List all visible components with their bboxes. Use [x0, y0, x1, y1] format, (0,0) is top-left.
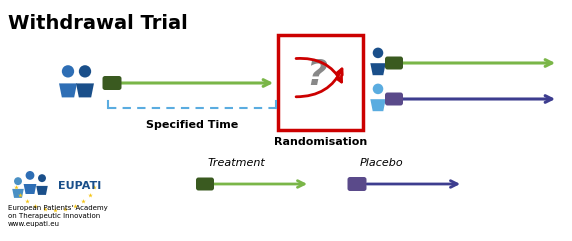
Text: European Patients' Academy: European Patients' Academy: [8, 205, 108, 211]
Polygon shape: [59, 83, 77, 97]
Polygon shape: [23, 184, 37, 194]
Circle shape: [62, 65, 74, 78]
FancyBboxPatch shape: [196, 178, 214, 190]
FancyBboxPatch shape: [278, 35, 363, 130]
Circle shape: [38, 174, 46, 182]
Text: Specified Time: Specified Time: [146, 120, 238, 130]
Text: Withdrawal Trial: Withdrawal Trial: [8, 14, 188, 33]
Circle shape: [373, 84, 383, 94]
Circle shape: [14, 177, 22, 185]
Polygon shape: [76, 83, 94, 97]
Text: ?: ?: [306, 58, 327, 92]
Circle shape: [79, 65, 91, 78]
Polygon shape: [370, 63, 386, 75]
Circle shape: [373, 48, 383, 58]
FancyBboxPatch shape: [385, 93, 403, 106]
Text: on Therapeutic Innovation: on Therapeutic Innovation: [8, 213, 100, 219]
Circle shape: [26, 171, 34, 180]
Polygon shape: [36, 186, 47, 195]
FancyBboxPatch shape: [348, 177, 367, 191]
FancyBboxPatch shape: [385, 56, 403, 69]
Polygon shape: [12, 189, 24, 198]
Text: Treatment: Treatment: [208, 158, 266, 168]
Text: EUPATI: EUPATI: [58, 181, 101, 191]
Text: Placebo: Placebo: [360, 158, 404, 168]
Polygon shape: [370, 99, 386, 111]
Text: www.eupati.eu: www.eupati.eu: [8, 221, 60, 227]
Text: Randomisation: Randomisation: [274, 137, 367, 147]
FancyBboxPatch shape: [102, 76, 121, 90]
